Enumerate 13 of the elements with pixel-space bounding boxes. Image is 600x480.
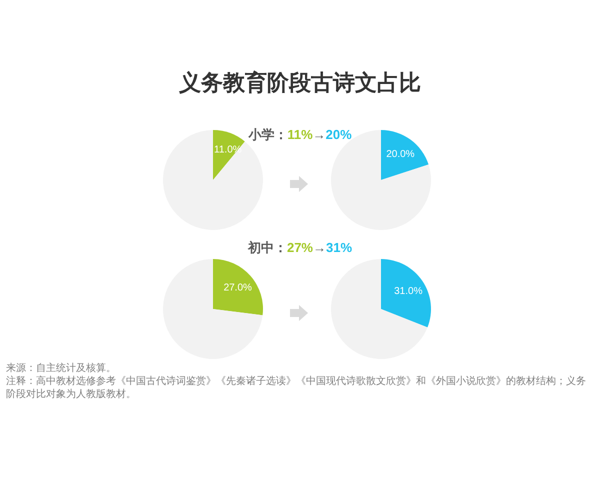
pie-slice: [381, 259, 431, 328]
pie-slice: [213, 259, 263, 316]
data-label: 20.0%: [386, 148, 415, 160]
data-label: 27.0%: [224, 282, 252, 294]
text: 注释：高中教材选修参考《中国古代诗词鉴赏》《先秦诸子选读》《中国现代诗歌散文欣赏》和《外国小说欣赏》的教材结构；义务阶段对比对象为人教版教材。: [6, 375, 587, 401]
source-note: 来源：自主统计及核算。: [6, 362, 117, 375]
text: 小学：11%→20%: [248, 127, 352, 142]
text: 初中：27%→31%: [248, 240, 352, 255]
pie-slice: [381, 130, 429, 180]
pie-slice: [331, 259, 428, 359]
chart-title: 义务教育阶段古诗文占比: [178, 69, 422, 97]
pie-slice: [163, 259, 263, 359]
data-label: 31.0%: [394, 286, 423, 297]
